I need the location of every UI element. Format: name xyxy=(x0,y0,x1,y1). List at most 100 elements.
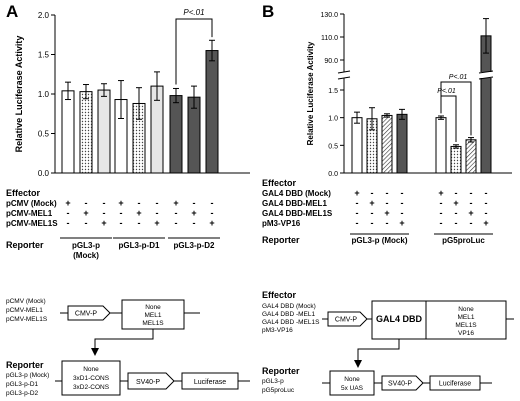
diagram-a-reporter-header: Reporter xyxy=(6,360,44,370)
diagram-b: Effector GAL4 DBD (Mock) GAL4 DBD -MEL1 … xyxy=(262,290,514,396)
a-ytick-label-4: 2.0 xyxy=(38,11,50,20)
diagram-b-promoter: CMV-P xyxy=(335,317,358,324)
panel-label-a: A xyxy=(6,2,18,21)
b-ytick-upper-0: 90.0 xyxy=(324,58,338,65)
a-ytick-label-3: 1.5 xyxy=(38,51,50,60)
a-sign-r1-c3: - xyxy=(120,208,123,218)
diagram-a-insert-0: None xyxy=(145,304,161,311)
b-sign-r0-c3: - xyxy=(401,188,404,198)
b-sign-r3-c0: - xyxy=(356,218,359,228)
b-ytick-upper-2: 130.0 xyxy=(320,12,338,19)
diagram-a-luciferase: Luciferase xyxy=(194,379,226,386)
b-reporter-label-0: pGL3-p (Mock) xyxy=(352,236,408,245)
a-ytick-label-1: 0.5 xyxy=(38,130,50,139)
b-ytick-lower-0: 0.0 xyxy=(328,171,338,178)
b-sign-r1-c7: - xyxy=(485,198,488,208)
a-sign-r1-c7: + xyxy=(191,208,196,218)
diagram-b-effector-label-2: GAL4 DBD -MEL1S xyxy=(262,319,320,326)
a-sign-r2-c4: - xyxy=(138,218,141,228)
b-bar-break-gap xyxy=(479,72,493,78)
diagram-a-reporter-box xyxy=(61,360,121,396)
diagram-b-arrow xyxy=(354,339,400,368)
b-sign-r0-c4: + xyxy=(438,188,443,198)
a-sign-r0-c3: + xyxy=(118,198,123,208)
diagram-b-insert-box xyxy=(425,300,507,340)
b-sig-label-1: P<.01 xyxy=(437,88,456,95)
a-sign-r2-c3: - xyxy=(120,218,123,228)
diagram-a-reporter-label-1: pGL3-p-D1 xyxy=(6,381,39,388)
b-sign-r3-c4: - xyxy=(440,218,443,228)
a-sign-r2-c1: - xyxy=(85,218,88,228)
diagram-b-reporter-box xyxy=(329,370,375,396)
b-bar-g1-b2 xyxy=(465,139,477,174)
b-sign-r0-c1: - xyxy=(371,188,374,198)
a-bar-g2-b2 xyxy=(205,50,219,174)
diagram-a-insert-1: MEL1 xyxy=(145,312,162,319)
diagram-b-reporter-box-1: 5x UAS xyxy=(341,385,364,392)
b-bar-break-mark xyxy=(478,76,494,80)
a-ytick-label-2: 1.0 xyxy=(38,90,50,99)
a-sign-r2-c7: - xyxy=(193,218,196,228)
a-sign-r1-c5: - xyxy=(156,208,159,218)
b-sign-r3-c1: - xyxy=(371,218,374,228)
b-sign-r0-c6: - xyxy=(470,188,473,198)
a-y-label: Relative Luciferase Activity xyxy=(14,36,24,153)
a-sign-r2-c6: - xyxy=(175,218,178,228)
b-sign-r3-c7: + xyxy=(483,218,488,228)
diagram-a-promoter: CMV-P xyxy=(75,311,98,318)
a-effector-header: Effector xyxy=(6,188,41,198)
a-sign-r1-c0: - xyxy=(67,208,70,218)
b-sign-r1-c4: - xyxy=(440,198,443,208)
diagram-a-insert-2: MEL1S xyxy=(142,320,164,327)
a-sign-r2-c5: + xyxy=(154,218,159,228)
b-bar-g1-b3 xyxy=(480,35,492,174)
b-sign-r0-c0: + xyxy=(354,188,359,198)
b-sign-r1-c1: + xyxy=(369,198,374,208)
b-effector-header: Effector xyxy=(262,178,297,188)
diagram-b-insert-2: MEL1S xyxy=(455,322,477,329)
b-sign-r2-c6: + xyxy=(468,208,473,218)
diagram-a-sv40-box xyxy=(127,372,175,390)
diagram-b-effector-label-3: pM3-VP16 xyxy=(262,327,293,334)
diagram-a-effector-label-2: pCMV-MEL1S xyxy=(6,316,48,323)
b-sign-r3-c3: + xyxy=(399,218,404,228)
b-sign-r2-c3: - xyxy=(401,208,404,218)
diagram-b-promoter-box xyxy=(327,311,368,327)
b-effector-row-3: pM3-VP16 xyxy=(262,219,301,228)
a-bar-g0-b1 xyxy=(79,91,93,174)
chart-b: 0.0 0.5 1.0 1.5 90.0 110.0 130.0 Relative Lucif… xyxy=(262,12,512,245)
a-bar-g0-b0 xyxy=(61,90,75,174)
b-ytick-lower-3: 1.5 xyxy=(328,88,338,95)
diagram-a-effector-label-1: pCMV-MEL1 xyxy=(6,307,43,314)
diagram-b-effector-header: Effector xyxy=(262,290,297,300)
a-sign-r0-c2: - xyxy=(103,198,106,208)
b-sign-r3-c2: - xyxy=(386,218,389,228)
diagram-b-sv40: SV40-P xyxy=(388,381,412,388)
diagram-a-reporter-box-1: 3xD1-CONS xyxy=(73,375,110,382)
b-sign-r2-c5: - xyxy=(455,208,458,218)
b-effector-row-2: GAL4 DBD-MEL1S xyxy=(262,209,333,218)
b-sign-r2-c7: - xyxy=(485,208,488,218)
diagram-b-reporter-label-1: pG5proLuc xyxy=(262,387,295,394)
a-sign-r2-c0: - xyxy=(67,218,70,228)
a-sign-r1-c8: - xyxy=(211,208,214,218)
b-bar-g0-b2 xyxy=(381,114,393,174)
b-axis-break-mark xyxy=(337,70,351,74)
b-bar-break-mark xyxy=(478,70,494,74)
diagram-b-reporter-label-0: pGL3-p xyxy=(262,378,284,385)
b-sign-r2-c1: - xyxy=(371,208,374,218)
b-ytick-upper-1: 110.0 xyxy=(321,35,338,42)
diagram-b-effector-label-0: GAL4 DBD (Mock) xyxy=(262,303,316,310)
diagram-b-insert-1: MEL1 xyxy=(458,314,475,321)
b-ytick-lower-2: 1.0 xyxy=(328,116,338,123)
a-sign-r2-c8: + xyxy=(209,218,214,228)
diagram-b-sv40-box xyxy=(381,375,424,391)
a-effector-row-0: pCMV (Mock) xyxy=(6,199,57,208)
b-reporter-label-1: pG5proLuc xyxy=(442,236,485,245)
a-sign-r0-c7: - xyxy=(193,198,196,208)
b-effector-row-1: GAL4 DBD-MEL1 xyxy=(262,199,327,208)
panel-label-b: B xyxy=(262,2,274,21)
a-reporter-label-1-0: pGL3-p-D1 xyxy=(119,241,160,250)
a-sign-r0-c1: - xyxy=(85,198,88,208)
diagram-b-insert-0: None xyxy=(458,306,474,313)
